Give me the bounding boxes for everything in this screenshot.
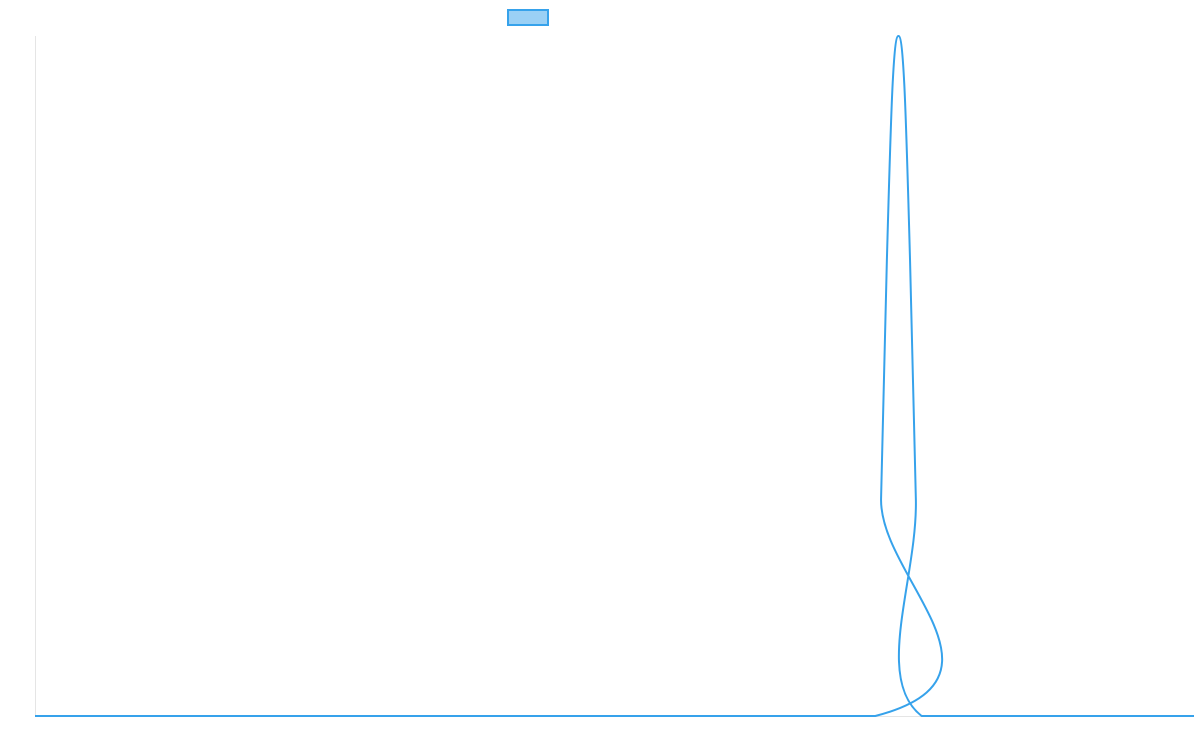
legend[interactable] bbox=[507, 9, 549, 26]
series-line-0 bbox=[35, 35, 1194, 718]
series-layer bbox=[35, 35, 1194, 718]
legend-swatch[interactable] bbox=[507, 9, 549, 26]
